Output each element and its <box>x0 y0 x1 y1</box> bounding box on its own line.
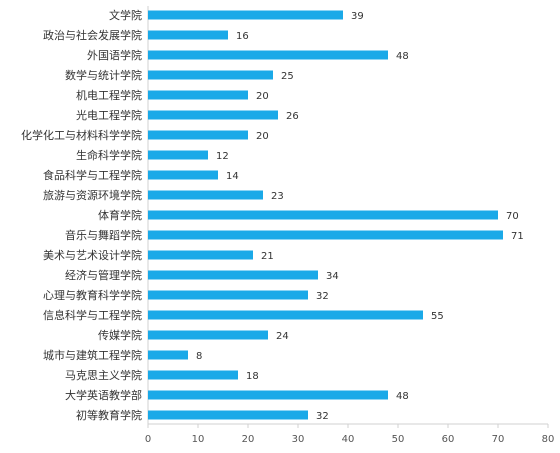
bar <box>148 10 343 20</box>
value-label: 12 <box>216 151 229 162</box>
x-tick-label: 0 <box>145 434 151 445</box>
category-label: 生命科学学院 <box>76 148 142 162</box>
category-label: 食品科学与工程学院 <box>43 168 142 182</box>
value-label: 48 <box>396 391 409 402</box>
bar <box>148 310 423 320</box>
category-labels: 文学院政治与社会发展学院外国语学院数学与统计学院机电工程学院光电工程学院化学化工… <box>21 8 142 422</box>
bar <box>148 130 248 140</box>
category-label: 经济与管理学院 <box>65 268 142 282</box>
value-label: 23 <box>271 191 284 202</box>
bar <box>148 410 308 420</box>
x-tick-label: 30 <box>292 434 305 445</box>
value-label: 32 <box>316 411 329 422</box>
x-tick-labels: 0 10 20 30 40 50 60 70 80 <box>145 434 555 445</box>
category-label: 大学英语教学部 <box>65 388 142 402</box>
value-label: 48 <box>396 51 409 62</box>
bar <box>148 330 268 340</box>
category-label: 数学与统计学院 <box>65 68 142 82</box>
value-label: 21 <box>261 251 274 262</box>
bar <box>148 50 388 60</box>
category-label: 美术与艺术设计学院 <box>43 248 142 262</box>
value-label: 32 <box>316 291 329 302</box>
chart-bars <box>148 10 503 420</box>
bar <box>148 370 238 380</box>
value-label: 20 <box>256 131 269 142</box>
category-label: 初等教育学院 <box>76 408 142 422</box>
value-label: 16 <box>236 31 249 42</box>
bar <box>148 290 308 300</box>
value-labels: 39 16 48 25 20 26 20 12 14 23 70 71 21 34 32 55 24 8 18 48 3… <box>196 11 524 422</box>
bar <box>148 270 318 280</box>
category-label: 化学化工与材料科学学院 <box>21 128 142 142</box>
category-label: 城市与建筑工程学院 <box>43 348 142 362</box>
value-label: 24 <box>276 331 289 342</box>
value-label: 70 <box>506 211 519 222</box>
category-label: 音乐与舞蹈学院 <box>65 228 142 242</box>
category-label: 体育学院 <box>98 208 142 222</box>
bar <box>148 210 498 220</box>
value-label: 18 <box>246 371 259 382</box>
value-label: 39 <box>351 11 364 22</box>
x-tick-label: 50 <box>392 434 405 445</box>
category-label: 马克思主义学院 <box>65 368 142 382</box>
category-label: 心理与教育科学学院 <box>43 288 142 302</box>
x-tick-label: 70 <box>492 434 505 445</box>
x-tick-label: 10 <box>192 434 205 445</box>
value-label: 8 <box>196 351 202 362</box>
category-label: 信息科学与工程学院 <box>43 308 142 322</box>
bar <box>148 30 228 40</box>
value-label: 55 <box>431 311 444 322</box>
x-tick-label: 60 <box>442 434 455 445</box>
category-label: 外国语学院 <box>87 48 142 62</box>
x-tick-label: 20 <box>242 434 255 445</box>
bar <box>148 390 388 400</box>
category-label: 机电工程学院 <box>76 88 142 102</box>
x-tick-label: 40 <box>342 434 355 445</box>
value-label: 20 <box>256 91 269 102</box>
category-label: 文学院 <box>109 8 142 22</box>
bar <box>148 150 208 160</box>
bar <box>148 350 188 360</box>
value-label: 25 <box>281 71 294 82</box>
bar <box>148 70 273 80</box>
bar <box>148 90 248 100</box>
category-label: 旅游与资源环境学院 <box>43 188 142 202</box>
value-label: 26 <box>286 111 299 122</box>
value-label: 71 <box>511 231 524 242</box>
bar <box>148 170 218 180</box>
value-label: 14 <box>226 171 239 182</box>
category-label: 传媒学院 <box>98 328 142 342</box>
bar <box>148 110 278 120</box>
category-label: 政治与社会发展学院 <box>43 28 142 42</box>
x-tick-label: 80 <box>542 434 555 445</box>
category-label: 光电工程学院 <box>76 108 142 122</box>
bar <box>148 250 253 260</box>
value-label: 34 <box>326 271 339 282</box>
bar <box>148 230 503 240</box>
bar <box>148 190 263 200</box>
